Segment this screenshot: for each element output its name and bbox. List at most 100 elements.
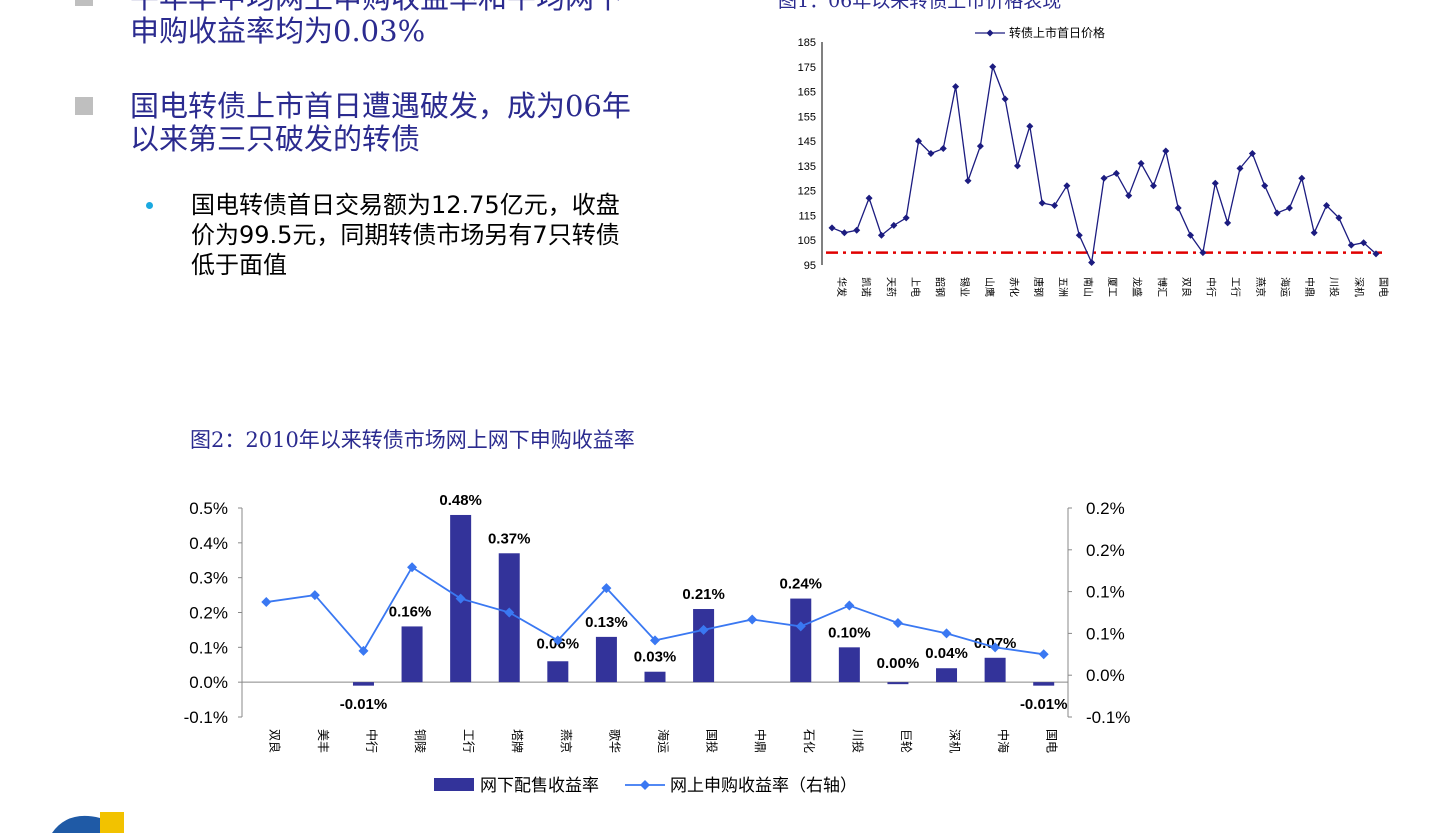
data-point <box>1174 204 1182 212</box>
x-tick-label: 中鼎 <box>1303 277 1316 297</box>
fig2-title: 图2：2010年以来转债市场网上网下申购收益率 <box>190 428 635 452</box>
bullet2-text: 国电转债上市首日遭遇破发，成为06年 以来第三只破发的转债 <box>130 90 690 156</box>
data-point <box>1224 219 1232 227</box>
bar-data-label: 0.13% <box>585 614 628 631</box>
data-point <box>915 137 923 145</box>
bar <box>644 671 666 683</box>
y-tick-label: 0.4% <box>189 534 228 553</box>
bar-data-label: 0.24% <box>779 576 822 593</box>
legend-marker <box>986 29 994 37</box>
data-point <box>964 177 972 185</box>
x-category-label: 工行 <box>462 729 476 753</box>
legend-line-marker <box>640 780 650 790</box>
data-point <box>1051 202 1059 210</box>
bar <box>838 647 860 683</box>
x-tick-label: 龙盛 <box>1131 277 1144 297</box>
data-point <box>877 231 885 239</box>
line-data-point <box>358 645 369 656</box>
line-data-point <box>552 635 563 646</box>
line-data-point <box>941 628 952 639</box>
bar <box>984 657 1006 683</box>
data-point <box>1199 249 1207 257</box>
x-category-label: 石化 <box>802 729 816 753</box>
y-tick-label: 0.0% <box>189 673 228 692</box>
data-point <box>1236 164 1244 172</box>
data-point <box>1248 150 1256 157</box>
x-tick-label: 天药 <box>884 277 896 297</box>
bar <box>790 598 812 683</box>
bar <box>595 636 617 683</box>
x-category-label: 美丰 <box>316 729 330 753</box>
line-data-point <box>747 614 758 625</box>
line-data-point <box>261 597 272 608</box>
series-line <box>831 64 1377 265</box>
y2-tick-label: 0.1% <box>1086 583 1125 602</box>
bar-data-label: 0.03% <box>634 649 677 666</box>
bar-data-label: -0.01% <box>340 696 388 713</box>
x-category-label: 中鼎 <box>753 729 768 753</box>
bar <box>1033 682 1055 686</box>
x-category-label: 深机 <box>948 729 962 753</box>
data-point <box>1112 169 1120 177</box>
bar-data-label: 0.16% <box>389 603 432 620</box>
line-data-point <box>504 607 515 618</box>
data-point <box>1335 214 1343 222</box>
bullet2-line1: 国电转债上市首日遭遇破发，成为06年 <box>130 89 631 123</box>
bar <box>887 682 909 685</box>
line-data-point <box>892 617 903 628</box>
data-point <box>902 214 910 222</box>
y-tick-label: 145 <box>798 136 816 148</box>
bar-data-label: 0.04% <box>925 645 968 662</box>
x-category-label: 海运 <box>656 729 671 753</box>
y-tick-label: -0.1% <box>184 708 228 727</box>
bar <box>401 626 423 683</box>
data-point <box>1026 122 1034 130</box>
data-point <box>1261 182 1269 190</box>
bar-data-label: 0.21% <box>682 586 725 603</box>
x-tick-label: 凯诺 <box>860 277 873 297</box>
line-data-point <box>844 600 855 611</box>
line-data-point <box>1038 649 1049 660</box>
data-point <box>1310 229 1318 237</box>
bullet2-line2: 以来第三只破发的转债 <box>130 122 421 156</box>
data-point <box>1001 95 1009 103</box>
line-data-point <box>990 642 1001 653</box>
sub1-text: 国电转债首日交易额为12.75亿元，收盘 价为99.5元，同期转债市场另有7只转… <box>191 190 691 280</box>
bullet1-line1: 平年华中均网上申购收益率和平均网下 <box>130 0 690 15</box>
x-category-label: 歌华 <box>607 729 622 753</box>
line-data-point <box>309 590 320 601</box>
line-data-point <box>407 562 418 573</box>
bar <box>936 668 958 683</box>
y2-tick-label: 0.1% <box>1086 624 1125 643</box>
x-category-label: 巨轮 <box>899 729 913 753</box>
bullet1-text: 平年华中均网上申购收益率和平均网下 申购收益率均为0.03% <box>130 0 690 48</box>
y2-tick-label: 0.2% <box>1086 541 1125 560</box>
y-tick-label: 135 <box>798 161 816 173</box>
y-tick-label: 95 <box>804 260 816 272</box>
y-tick-label: 0.5% <box>189 499 228 518</box>
data-point <box>1187 231 1195 239</box>
legend-bar-swatch <box>434 778 474 791</box>
data-point <box>1149 182 1157 190</box>
x-tick-label: 燕京 <box>1254 277 1267 297</box>
x-category-label: 中海 <box>996 729 1011 753</box>
bullet-square <box>75 97 93 115</box>
y2-tick-label: 0.0% <box>1086 666 1125 685</box>
data-point <box>828 224 836 232</box>
y-tick-label: 0.2% <box>189 604 228 623</box>
x-tick-label: 锡业 <box>958 277 971 297</box>
sub-bullet-dot <box>146 202 153 209</box>
y-tick-label: 0.3% <box>189 569 228 588</box>
x-tick-label: 川投 <box>1328 277 1341 297</box>
x-tick-label: 中行 <box>1205 277 1218 297</box>
bar-data-label: 0.37% <box>488 530 531 547</box>
chart1-svg: 95 105 115 125 135 145 155 165 175 185 华发 凯诺 天药 上电 韶钢锡… <box>798 25 1390 297</box>
data-point <box>952 83 960 91</box>
data-point <box>1347 241 1355 249</box>
y-tick-label: 125 <box>798 186 816 198</box>
data-point <box>1285 204 1293 212</box>
x-tick-label: 上电 <box>909 277 922 297</box>
data-point <box>890 221 898 229</box>
x-category-label: 铜陵 <box>413 729 428 753</box>
data-point <box>989 63 997 71</box>
